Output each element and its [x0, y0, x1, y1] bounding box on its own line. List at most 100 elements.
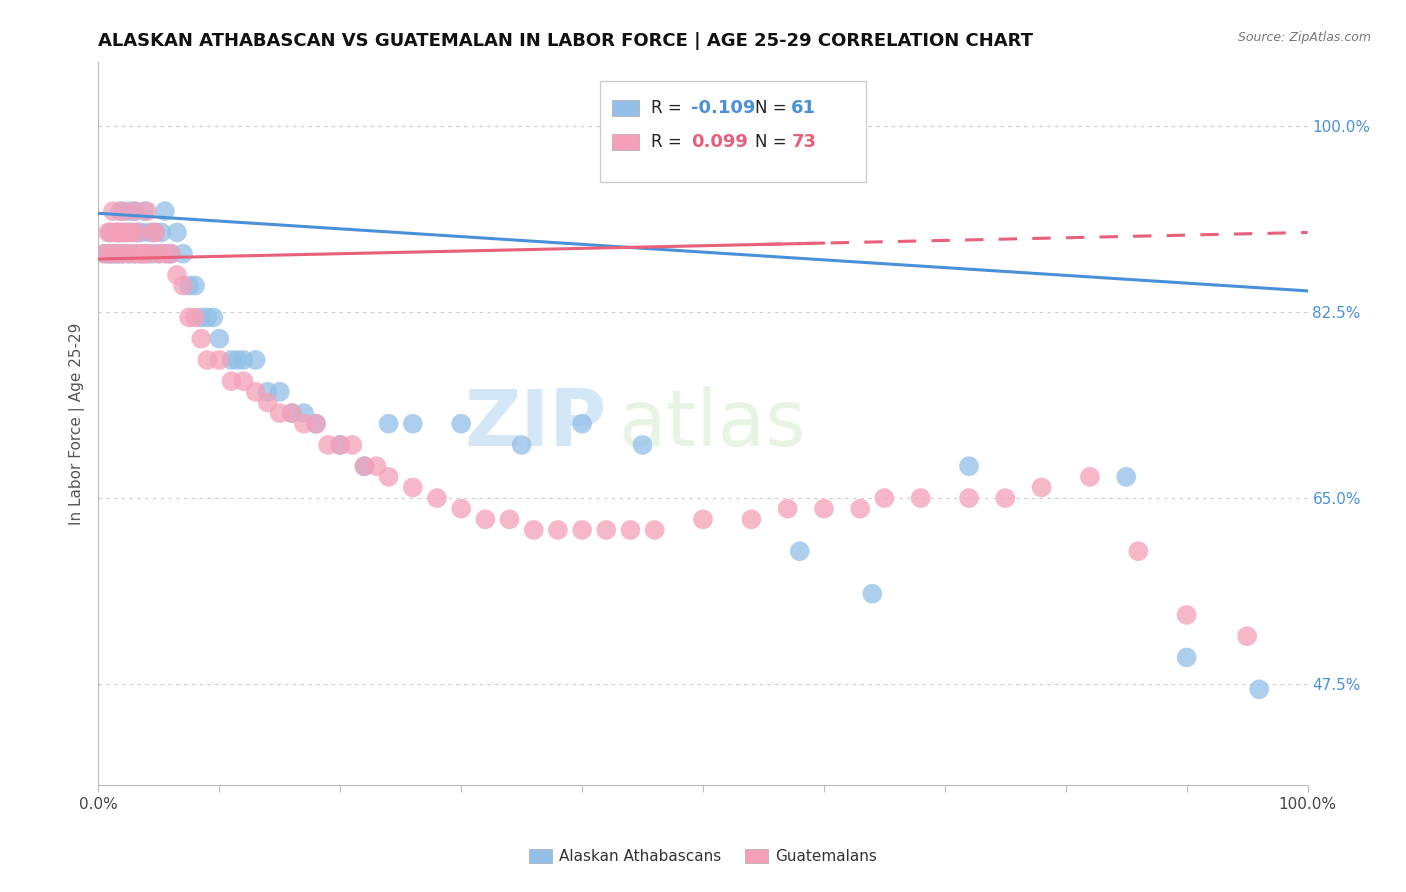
Point: [292, 406, 315, 420]
Text: 0.099: 0.099: [690, 133, 748, 151]
Text: R =: R =: [651, 99, 688, 117]
Point: [179, 310, 201, 325]
Point: [245, 384, 267, 399]
Point: [305, 417, 328, 431]
Point: [127, 226, 149, 240]
Point: [208, 332, 231, 346]
Point: [221, 374, 243, 388]
Point: [1128, 544, 1150, 558]
Point: [100, 226, 122, 240]
Point: [474, 512, 496, 526]
Point: [849, 501, 872, 516]
Point: [1236, 629, 1258, 643]
Point: [118, 226, 141, 240]
Text: R =: R =: [651, 133, 688, 151]
Point: [105, 226, 128, 240]
Point: [100, 226, 122, 240]
Point: [93, 246, 115, 260]
Point: [619, 523, 641, 537]
Point: [510, 438, 533, 452]
Point: [190, 310, 212, 325]
Point: [202, 310, 225, 325]
Point: [450, 417, 472, 431]
Point: [156, 246, 179, 260]
Point: [226, 353, 249, 368]
Text: Source: ZipAtlas.com: Source: ZipAtlas.com: [1237, 31, 1371, 45]
Point: [631, 438, 654, 452]
Point: [426, 491, 449, 505]
Point: [292, 417, 315, 431]
Point: [111, 204, 134, 219]
Point: [450, 501, 472, 516]
Point: [789, 544, 811, 558]
Point: [114, 226, 136, 240]
Text: 61: 61: [792, 99, 817, 117]
Point: [571, 417, 593, 431]
Point: [118, 246, 141, 260]
Point: [138, 226, 160, 240]
Point: [571, 523, 593, 537]
Point: [195, 310, 218, 325]
Point: [124, 204, 146, 219]
Point: [256, 395, 278, 409]
Point: [108, 204, 131, 219]
Point: [127, 226, 149, 240]
Point: [148, 246, 170, 260]
Point: [644, 523, 666, 537]
Point: [105, 226, 128, 240]
Point: [269, 384, 291, 399]
Point: [523, 523, 546, 537]
Point: [172, 246, 194, 260]
Point: [121, 226, 143, 240]
Point: [148, 246, 170, 260]
Point: [142, 226, 165, 240]
Point: [101, 204, 124, 219]
Text: 73: 73: [792, 133, 817, 151]
Point: [281, 406, 304, 420]
Point: [547, 523, 569, 537]
Text: ALASKAN ATHABASCAN VS GUATEMALAN IN LABOR FORCE | AGE 25-29 CORRELATION CHART: ALASKAN ATHABASCAN VS GUATEMALAN IN LABO…: [98, 32, 1033, 50]
Point: [160, 246, 183, 260]
Point: [221, 353, 243, 368]
Point: [353, 459, 375, 474]
Point: [129, 226, 152, 240]
Legend: Alaskan Athabascans, Guatemalans: Alaskan Athabascans, Guatemalans: [523, 843, 883, 871]
Point: [118, 246, 141, 260]
Point: [179, 278, 201, 293]
Point: [108, 226, 131, 240]
Point: [97, 226, 120, 240]
Point: [366, 459, 388, 474]
Point: [184, 310, 207, 325]
Point: [1078, 470, 1101, 484]
Point: [184, 278, 207, 293]
Point: [195, 353, 218, 368]
Text: ZIP: ZIP: [464, 385, 606, 462]
Point: [1031, 480, 1053, 494]
Point: [402, 480, 425, 494]
Point: [120, 226, 142, 240]
Point: [256, 384, 278, 399]
Text: N =: N =: [755, 133, 792, 151]
Point: [595, 523, 617, 537]
Point: [135, 204, 157, 219]
Text: N =: N =: [755, 99, 792, 117]
Point: [124, 246, 146, 260]
Point: [1175, 650, 1198, 665]
Point: [93, 246, 115, 260]
Point: [138, 246, 160, 260]
Point: [813, 501, 835, 516]
Point: [269, 406, 291, 420]
Point: [124, 246, 146, 260]
Point: [153, 204, 176, 219]
Point: [910, 491, 932, 505]
Point: [108, 226, 131, 240]
Point: [342, 438, 364, 452]
Point: [316, 438, 339, 452]
Point: [692, 512, 714, 526]
Point: [245, 353, 267, 368]
Point: [1249, 682, 1271, 697]
Point: [118, 204, 141, 219]
Point: [124, 204, 146, 219]
Point: [101, 246, 124, 260]
Point: [329, 438, 352, 452]
